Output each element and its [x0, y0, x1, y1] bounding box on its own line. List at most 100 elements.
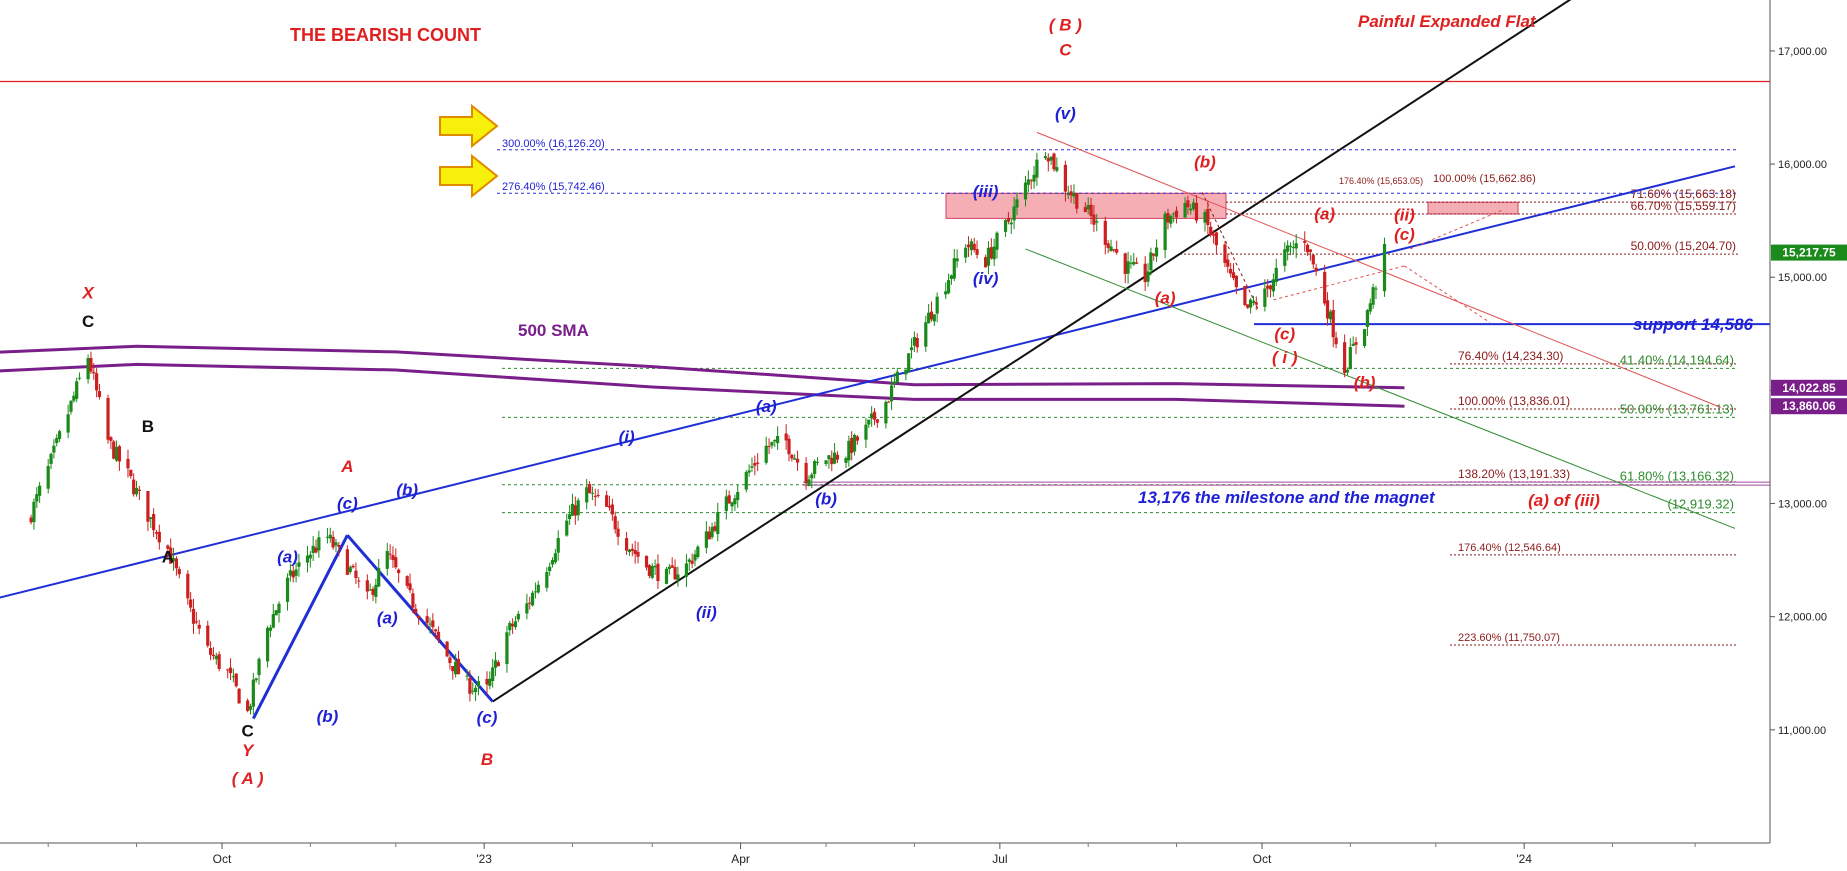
projection-line	[1201, 192, 1260, 312]
candle	[425, 608, 429, 629]
candle-body	[744, 471, 748, 490]
candle-body	[308, 554, 312, 559]
candle-body	[371, 588, 375, 596]
candle-body	[927, 312, 931, 324]
candle	[713, 521, 717, 533]
candle-body	[397, 569, 401, 574]
candle-body	[137, 489, 141, 491]
fib-level-label: 176.40% (12,546.64)	[1458, 542, 1561, 554]
candle-body	[1288, 245, 1293, 247]
candle-body	[1305, 244, 1310, 253]
candles-layer	[29, 152, 1387, 715]
candle	[1223, 241, 1227, 268]
candle-body	[1382, 243, 1387, 292]
candle	[684, 553, 689, 587]
candle	[274, 610, 278, 616]
candle	[1163, 211, 1167, 259]
candle	[1035, 152, 1039, 186]
wave-label: A	[340, 457, 353, 476]
candle	[394, 548, 398, 570]
candle	[907, 353, 911, 373]
candle-body	[1294, 243, 1298, 249]
candle-body	[1009, 222, 1013, 225]
candle-body	[844, 458, 848, 463]
candle	[493, 652, 498, 677]
candle-body	[568, 514, 572, 520]
candle	[456, 650, 461, 675]
candle-body	[197, 624, 201, 629]
candle	[66, 404, 70, 439]
candle	[815, 457, 820, 466]
candle	[38, 481, 42, 504]
candle-body	[1249, 299, 1253, 308]
candle	[590, 486, 595, 501]
candle-body	[1194, 202, 1199, 221]
candle-body	[331, 536, 335, 548]
candle-body	[773, 439, 777, 442]
candle-body	[1072, 193, 1076, 197]
candle-body	[1374, 288, 1378, 290]
candle-body	[944, 291, 948, 295]
candle-body	[1135, 262, 1139, 264]
candle-body	[109, 437, 113, 441]
candle-body	[889, 385, 894, 402]
candle	[1049, 156, 1053, 165]
candle-body	[676, 574, 680, 580]
candle-body	[585, 487, 589, 503]
candle	[647, 564, 651, 579]
projection-line	[1404, 265, 1491, 323]
candle	[870, 406, 874, 427]
candle-body	[909, 347, 914, 351]
candle	[707, 526, 711, 540]
candle	[756, 453, 760, 472]
candle	[827, 454, 831, 469]
candle-body	[872, 411, 877, 420]
candle	[1023, 176, 1028, 207]
candle	[770, 441, 774, 449]
candle	[488, 671, 492, 690]
candle-body	[1323, 271, 1327, 304]
wave-label: ( i )	[1272, 348, 1298, 367]
candle-body	[1055, 167, 1059, 171]
candle	[616, 520, 620, 546]
candle	[844, 456, 848, 469]
candle-body	[907, 353, 911, 372]
candle	[1166, 208, 1170, 230]
candle-body	[476, 681, 481, 687]
candle-body	[231, 676, 235, 678]
candle	[511, 618, 515, 634]
candle	[1266, 279, 1270, 298]
candle-body	[892, 381, 897, 384]
candle	[1308, 249, 1313, 261]
candle	[887, 400, 891, 403]
candle	[1072, 184, 1076, 205]
candle-body	[129, 469, 133, 477]
candle	[476, 676, 481, 696]
candle	[166, 544, 170, 559]
wave-label: (a) of (iii)	[1528, 491, 1600, 510]
wave-label: (iv)	[973, 269, 999, 288]
candle	[892, 373, 897, 388]
candle	[246, 698, 250, 713]
candle	[1365, 309, 1370, 336]
candle-body	[277, 603, 281, 613]
candle	[112, 439, 116, 460]
x-tick-label: Oct	[1253, 852, 1272, 866]
candle	[174, 556, 179, 576]
candle-body	[776, 435, 780, 444]
candle-body	[904, 369, 908, 375]
candle-body	[456, 658, 461, 675]
candle-body	[214, 655, 218, 660]
candle	[257, 657, 261, 685]
candle	[687, 557, 691, 571]
sma-label: 500 SMA	[518, 321, 589, 340]
candle-body	[268, 627, 273, 631]
fib-level-label: 71.60% (15,663.18)	[1631, 187, 1736, 201]
fib-level-label: 138.20% (13,191.33)	[1458, 467, 1570, 481]
candle-body	[311, 545, 315, 553]
candle	[1152, 253, 1156, 261]
candle-body	[613, 516, 617, 530]
candle-body	[511, 623, 515, 627]
candle	[966, 236, 971, 257]
candle	[753, 455, 757, 476]
